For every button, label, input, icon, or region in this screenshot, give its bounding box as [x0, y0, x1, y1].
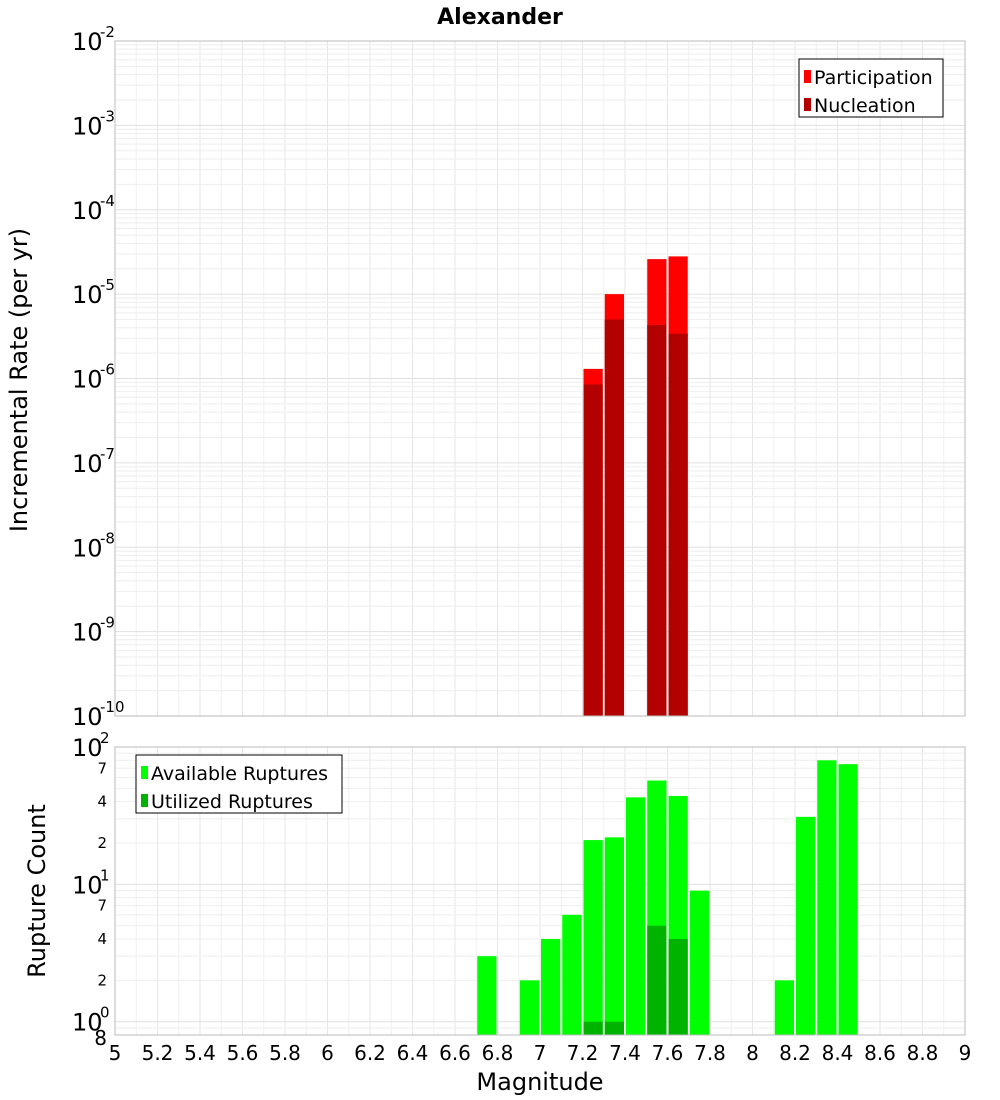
bar-nucleation	[668, 333, 688, 716]
bar-available-ruptures	[583, 840, 603, 1035]
y-tick-exponent: -5	[100, 276, 115, 294]
legend-label: Available Ruptures	[151, 763, 328, 785]
bar-available-ruptures	[774, 980, 794, 1035]
x-tick-label: 6	[321, 1041, 334, 1065]
x-tick-label: 8.2	[779, 1041, 811, 1065]
x-tick-label: 7.6	[652, 1041, 684, 1065]
x-tick-label: 9	[959, 1041, 972, 1065]
legend-swatch	[141, 766, 148, 779]
bottom-y-axis-label: Rupture Count	[23, 804, 51, 978]
y-tick-exponent: -10	[100, 698, 125, 716]
y-minor-tick-label: 7	[97, 759, 107, 777]
legend-swatch	[804, 70, 811, 83]
y-tick-exponent: -2	[100, 23, 115, 41]
legend-swatch	[804, 98, 811, 111]
bar-available-ruptures	[689, 890, 709, 1035]
legend-label: Nucleation	[814, 95, 916, 117]
bar-utilized-ruptures	[604, 1021, 624, 1035]
y-tick-exponent: -3	[100, 107, 115, 125]
bottom-panel-frame	[114, 746, 966, 1036]
x-tick-label: 8.4	[822, 1041, 854, 1065]
y-tick-label: 10	[72, 534, 103, 562]
x-tick-label: 5.6	[227, 1041, 259, 1065]
x-tick-label: 7	[534, 1041, 547, 1065]
y-minor-tick-label: 2	[97, 971, 107, 989]
bar-available-ruptures	[817, 760, 837, 1035]
y-tick-label: 10	[72, 619, 103, 647]
y-tick-label: 10	[72, 28, 103, 56]
y-tick-label: 10	[72, 703, 103, 731]
y-tick-label: 10	[72, 197, 103, 225]
top-panel-frame	[114, 40, 966, 717]
legend-label: Utilized Ruptures	[151, 791, 313, 813]
x-tick-label: 5.2	[142, 1041, 174, 1065]
y-tick-exponent: 2	[100, 729, 110, 747]
bar-available-ruptures	[477, 956, 497, 1035]
legend-box	[798, 58, 944, 118]
x-tick-label: 8.6	[864, 1041, 896, 1065]
bar-available-ruptures	[838, 764, 858, 1035]
bottom-panel-bars	[477, 760, 858, 1035]
top-y-axis-label: Incremental Rate (per yr)	[5, 228, 33, 532]
x-tick-label: 7.4	[609, 1041, 641, 1065]
y-tick-exponent: 1	[100, 866, 110, 884]
bar-utilized-ruptures	[647, 925, 667, 1035]
y-tick-exponent: -8	[100, 529, 115, 547]
y-minor-tick-label: 4	[97, 793, 107, 811]
y-tick-exponent: 0	[100, 1004, 110, 1022]
x-tick-label: 6.6	[439, 1041, 471, 1065]
x-tick-label: 6.2	[354, 1041, 386, 1065]
legend-swatch	[141, 794, 148, 807]
y-tick-exponent: -6	[100, 361, 115, 379]
y-minor-tick-label: 2	[97, 834, 107, 852]
y-tick-label: 10	[72, 871, 103, 899]
y-tick-label: 10	[72, 281, 103, 309]
y-tick-label: 10	[72, 112, 103, 140]
top-panel-bars	[583, 256, 688, 716]
legend-box	[135, 754, 343, 814]
bar-nucleation	[583, 384, 603, 716]
bar-available-ruptures	[796, 816, 816, 1035]
bar-available-ruptures	[604, 837, 624, 1035]
y-minor-tick-label: 4	[97, 930, 107, 948]
y-bottom-label: 8	[94, 1026, 107, 1050]
x-tick-label: 5.8	[269, 1041, 301, 1065]
x-tick-label: 7.2	[567, 1041, 599, 1065]
x-axis-ticks: 5 5.2 5.4 5.6 5.8 6 6.2 6.4 6.6 6.8 7 7.2 7.4 7.6 7.8 8…	[109, 1041, 972, 1065]
bar-nucleation	[604, 319, 624, 716]
y-tick-label: 10	[72, 734, 103, 762]
legend-label: Participation	[814, 67, 933, 89]
x-tick-label: 6.4	[397, 1041, 429, 1065]
y-tick-label: 10	[72, 366, 103, 394]
y-minor-tick-label: 7	[97, 897, 107, 915]
bar-utilized-ruptures	[583, 1021, 603, 1035]
top-legend: Participation Nucleation	[798, 58, 944, 118]
bar-available-ruptures	[562, 914, 582, 1035]
x-tick-label: 5	[109, 1041, 122, 1065]
bar-available-ruptures	[519, 980, 539, 1035]
top-panel-grid	[114, 40, 966, 717]
x-tick-label: 7.8	[694, 1041, 726, 1065]
x-tick-label: 5.4	[184, 1041, 216, 1065]
bar-available-ruptures	[541, 939, 561, 1035]
x-tick-label: 8	[746, 1041, 759, 1065]
x-tick-label: 8.8	[907, 1041, 939, 1065]
bar-nucleation	[647, 325, 667, 716]
y-tick-exponent: -7	[100, 445, 115, 463]
bottom-legend: Available Ruptures Utilized Ruptures	[135, 754, 343, 814]
chart-title: Alexander	[437, 5, 563, 30]
bar-utilized-ruptures	[668, 939, 688, 1035]
y-tick-label: 10	[72, 450, 103, 478]
x-tick-label: 6.8	[482, 1041, 514, 1065]
bar-available-ruptures	[626, 797, 646, 1035]
y-tick-exponent: -4	[100, 192, 115, 210]
y-tick-label: 10	[72, 1009, 103, 1037]
y-tick-exponent: -9	[100, 614, 115, 632]
x-axis-label: Magnitude	[476, 1068, 603, 1096]
